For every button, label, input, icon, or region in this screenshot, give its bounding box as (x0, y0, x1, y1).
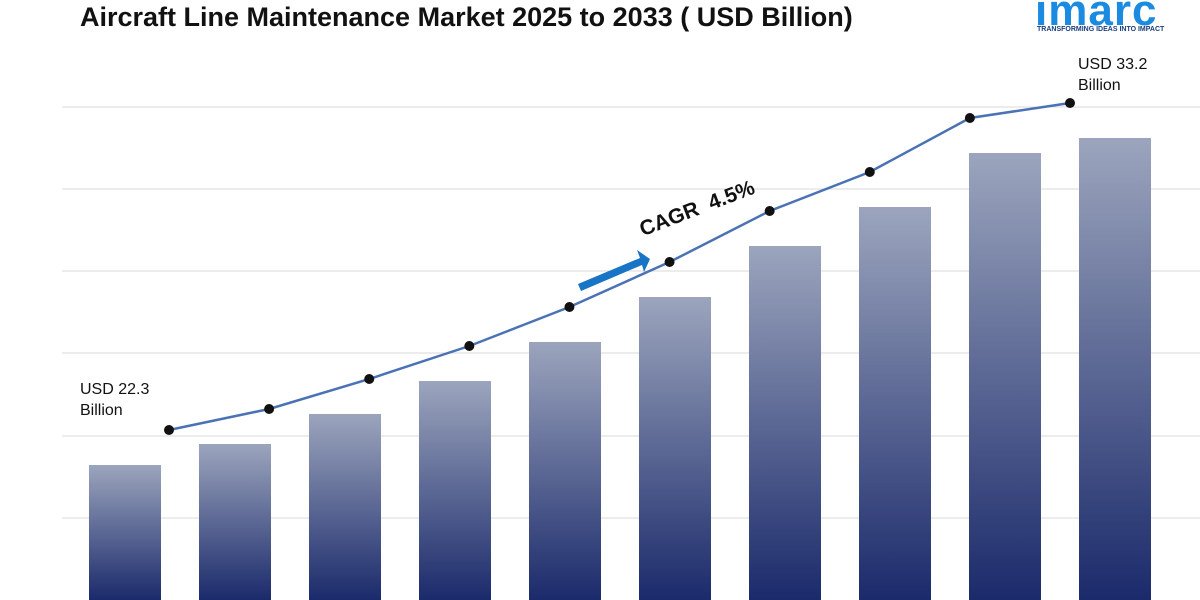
trend-dot (564, 302, 575, 312)
trend-dot (964, 113, 975, 123)
trend-dot (464, 341, 475, 351)
cagr-arrow (578, 250, 650, 291)
bar (89, 465, 161, 600)
trend-dot (664, 257, 675, 267)
trend-dot (864, 167, 875, 177)
logo-tagline: TRANSFORMING IDEAS INTO IMPACT (1037, 26, 1165, 33)
end-annotation: USD 33.2 Billion (1078, 56, 1148, 94)
bar (199, 444, 271, 600)
bar (859, 207, 931, 600)
chart-title: Aircraft Line Maintenance Market 2025 to… (80, 2, 853, 32)
trend-dot (364, 374, 375, 384)
bar (529, 342, 601, 600)
bar (969, 153, 1041, 600)
bar (309, 414, 381, 600)
trend-line (168, 101, 1071, 432)
trend-dot (264, 404, 275, 414)
trend-dot (164, 425, 174, 435)
bar (1079, 138, 1151, 600)
bar (419, 381, 491, 600)
trend-dot (1065, 98, 1075, 108)
start-annotation: USD 22.3 Billion (80, 381, 150, 419)
trend-dot (764, 206, 775, 216)
logo: imarc (1035, 0, 1158, 35)
bar (639, 297, 711, 600)
bar (749, 246, 821, 600)
